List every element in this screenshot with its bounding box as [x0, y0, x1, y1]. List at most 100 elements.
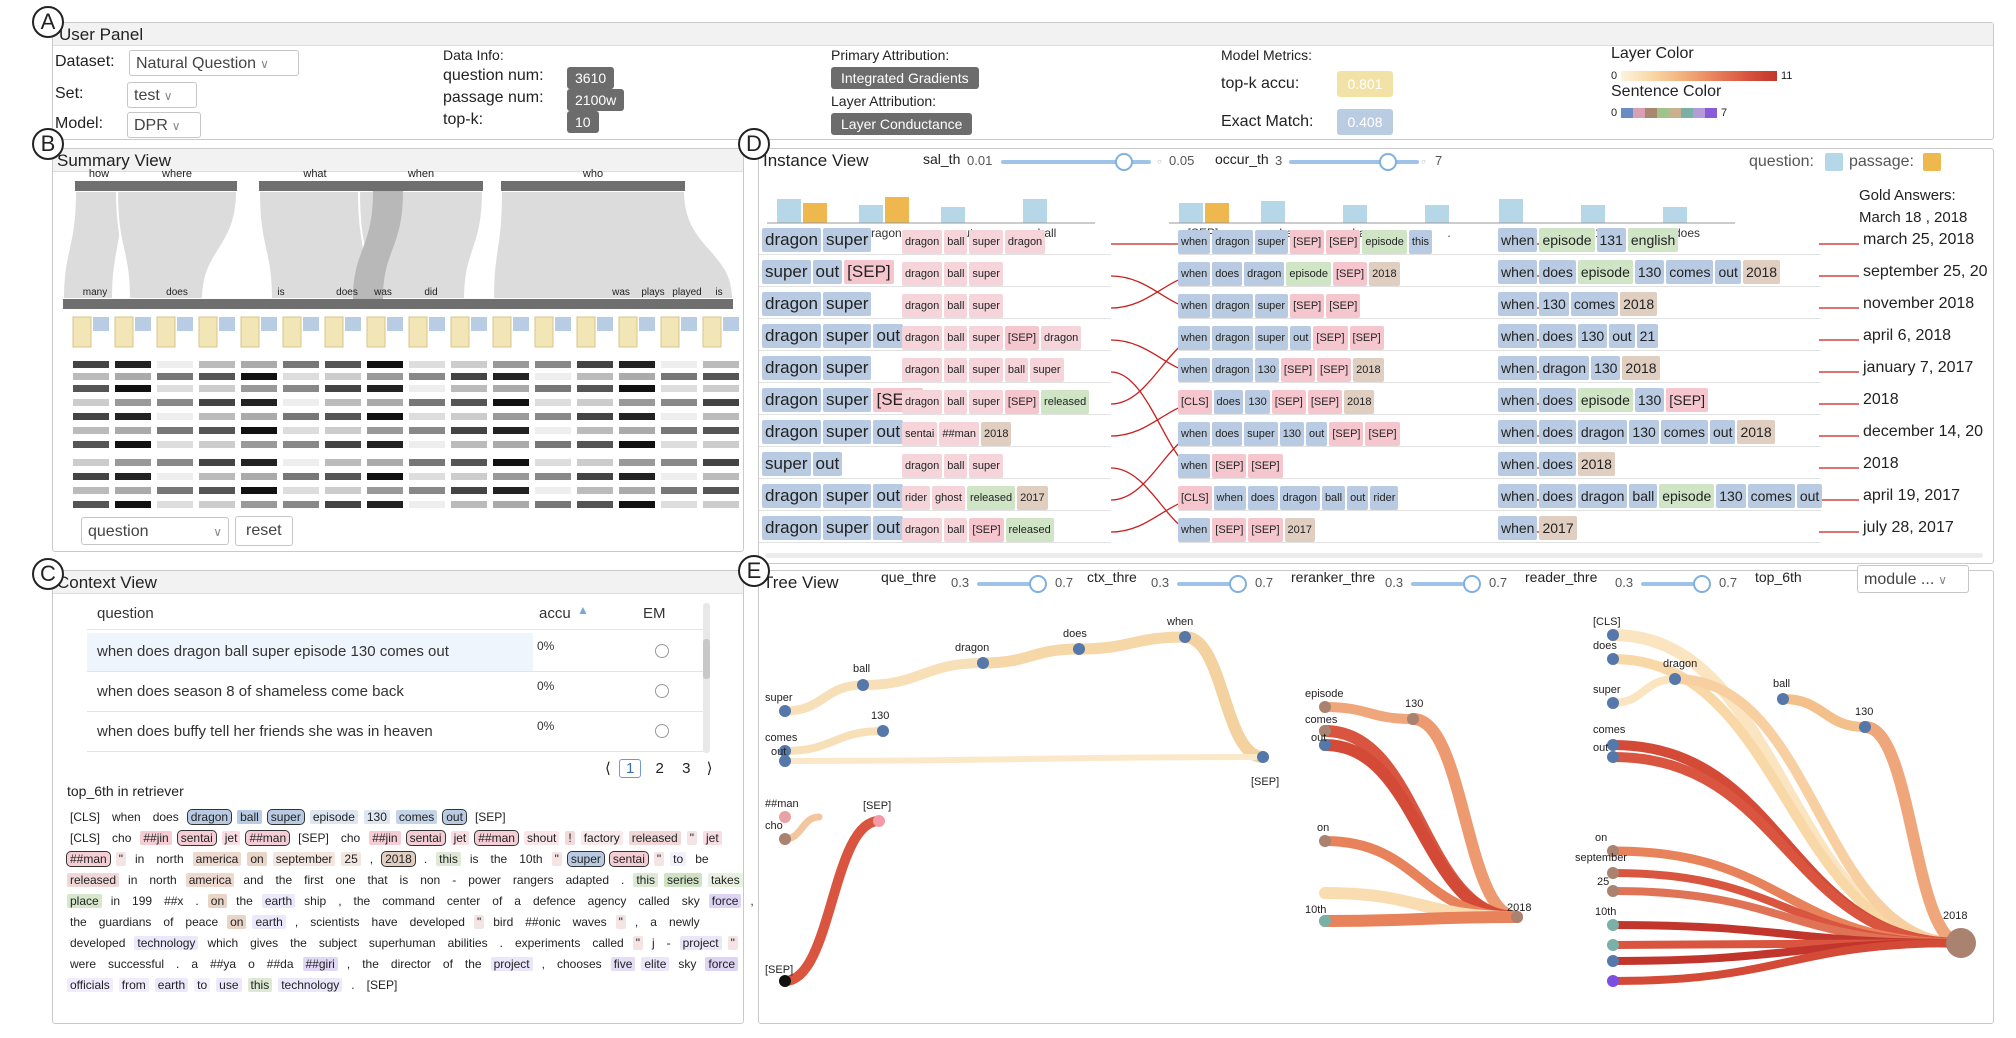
- tree-band[interactable]: [781, 813, 823, 843]
- tree-node[interactable]: [1607, 955, 1619, 967]
- tree-node[interactable]: [1607, 739, 1619, 751]
- sal-slider-track[interactable]: [1001, 160, 1151, 164]
- answer-label[interactable]: january 7, 2017: [1863, 359, 1974, 376]
- que-slider-handle[interactable]: [1029, 575, 1047, 593]
- tree-band[interactable]: [1859, 721, 1967, 949]
- context-token[interactable]: elite: [641, 957, 670, 971]
- question-bar[interactable]: [471, 317, 487, 331]
- context-token[interactable]: earth: [252, 915, 286, 929]
- context-token[interactable]: does: [152, 810, 179, 824]
- context-token[interactable]: 10th: [519, 852, 543, 866]
- table-row[interactable]: when does buffy tell her friends she was…: [87, 713, 707, 752]
- tree-node[interactable]: [779, 755, 791, 767]
- context-token[interactable]: america: [192, 852, 242, 866]
- question-bar[interactable]: [177, 317, 193, 331]
- tree-node[interactable]: [779, 705, 791, 717]
- context-token[interactable]: o: [248, 957, 255, 971]
- frequency-bar[interactable]: [1205, 203, 1229, 223]
- tree-node[interactable]: [1319, 701, 1331, 713]
- tree-node[interactable]: [1777, 693, 1789, 705]
- context-token[interactable]: ##man: [245, 830, 291, 846]
- context-token[interactable]: place: [67, 894, 102, 908]
- token-row[interactable]: super out: [761, 452, 843, 476]
- context-token[interactable]: september: [272, 852, 336, 866]
- set-select[interactable]: test ∨: [127, 82, 197, 108]
- context-token[interactable]: the: [362, 957, 379, 971]
- tree-band[interactable]: [1320, 702, 1418, 724]
- context-token[interactable]: officials: [67, 978, 113, 992]
- context-token[interactable]: experiments: [514, 936, 581, 950]
- ctx-slider-track[interactable]: [1177, 582, 1245, 586]
- frequency-bar[interactable]: [1499, 199, 1523, 223]
- question-bar[interactable]: [303, 317, 319, 331]
- question-bar[interactable]: [261, 317, 277, 331]
- passage-bar[interactable]: [450, 316, 470, 348]
- reranker-slider-track[interactable]: [1411, 582, 1479, 586]
- context-token[interactable]: ,: [294, 915, 299, 929]
- context-token[interactable]: [SEP]: [366, 978, 398, 992]
- tree-node[interactable]: [1607, 867, 1619, 879]
- tree-node[interactable]: [1607, 697, 1619, 709]
- context-token[interactable]: ,: [634, 915, 639, 929]
- top-word-bar[interactable]: [117, 181, 237, 191]
- frequency-bar[interactable]: [1581, 205, 1605, 223]
- frequency-bar[interactable]: [1663, 207, 1687, 223]
- question-bar[interactable]: [345, 317, 361, 331]
- tree-node[interactable]: [1859, 721, 1871, 733]
- top-word-bar[interactable]: [359, 181, 483, 191]
- context-token[interactable]: in: [110, 894, 121, 908]
- frequency-bar[interactable]: [941, 207, 965, 223]
- sal-slider-handle[interactable]: [1115, 153, 1133, 171]
- token-row[interactable]: dragon super: [761, 356, 872, 380]
- context-token[interactable]: dragon: [186, 809, 233, 825]
- token-row[interactable]: [CLS] does 130 [SEP] [SEP] 2018: [1177, 390, 1375, 414]
- context-token[interactable]: of: [442, 957, 453, 971]
- table-row[interactable]: when does season 8 of shameless come bac…: [87, 673, 707, 712]
- token-row[interactable]: dragon super: [761, 228, 872, 252]
- context-token[interactable]: j: [651, 936, 655, 950]
- dataset-select[interactable]: Natural Question ∨: [129, 50, 299, 76]
- context-token[interactable]: ": [615, 915, 626, 929]
- header-question[interactable]: question: [97, 605, 154, 622]
- context-token[interactable]: agency: [587, 894, 627, 908]
- answer-label[interactable]: april 6, 2018: [1863, 327, 1952, 344]
- context-token[interactable]: ,: [338, 894, 342, 908]
- context-token[interactable]: america: [185, 873, 235, 887]
- question-bar[interactable]: [135, 317, 151, 331]
- tree-node[interactable]: [977, 657, 989, 669]
- context-token[interactable]: takes: [708, 873, 743, 887]
- context-token[interactable]: 199: [132, 894, 153, 908]
- context-token[interactable]: have: [371, 915, 398, 929]
- context-token[interactable]: to: [194, 978, 211, 992]
- context-token[interactable]: chooses: [556, 957, 602, 971]
- context-token[interactable]: is: [469, 852, 479, 866]
- context-token[interactable]: waves: [572, 915, 607, 929]
- token-row[interactable]: when dragon super [SEP] [SEP] episode this: [1177, 230, 1433, 254]
- passage-bar[interactable]: [366, 316, 386, 348]
- tree-node[interactable]: [1257, 751, 1269, 763]
- page-3[interactable]: 3: [682, 760, 691, 777]
- tree-band[interactable]: [1670, 674, 1966, 948]
- tree-band[interactable]: [1073, 631, 1191, 655]
- context-token[interactable]: non: [420, 873, 441, 887]
- context-token[interactable]: sentai: [608, 851, 649, 867]
- tree-band[interactable]: [858, 658, 988, 690]
- frequency-bar[interactable]: [1179, 203, 1203, 223]
- context-token[interactable]: 25: [341, 852, 361, 866]
- context-token[interactable]: a: [191, 957, 199, 971]
- context-token[interactable]: ball: [237, 810, 262, 824]
- token-row[interactable]: when does 130 out 21: [1497, 324, 1659, 348]
- context-token[interactable]: guardians: [98, 915, 152, 929]
- question-bar[interactable]: [513, 317, 529, 331]
- token-row[interactable]: when 130 comes 2018: [1497, 292, 1658, 316]
- context-token[interactable]: ": [551, 852, 562, 866]
- context-token[interactable]: from: [118, 978, 149, 992]
- context-token[interactable]: adapted: [565, 873, 609, 887]
- tree-node[interactable]: [1607, 939, 1619, 951]
- context-token[interactable]: .: [621, 873, 625, 887]
- context-token[interactable]: this: [633, 873, 659, 887]
- context-token[interactable]: ##jin: [140, 831, 172, 845]
- table-row[interactable]: when does dragon ball super episode 130 …: [87, 633, 707, 672]
- context-token[interactable]: ": [686, 831, 697, 845]
- context-token[interactable]: jet: [703, 831, 722, 845]
